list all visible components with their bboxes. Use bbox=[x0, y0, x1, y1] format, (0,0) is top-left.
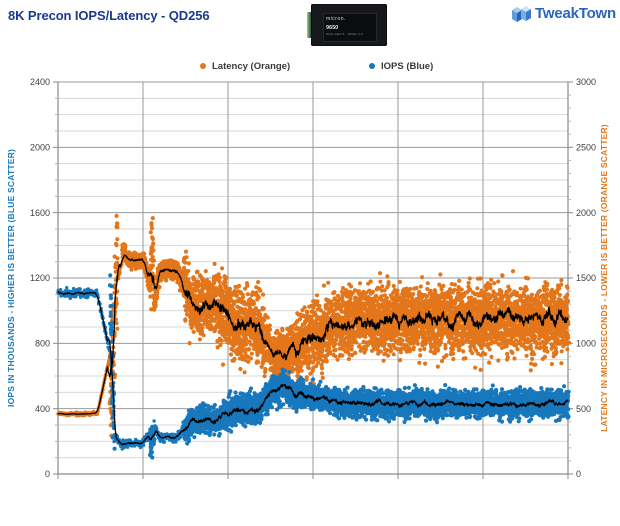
legend-dot-iops-icon bbox=[369, 62, 375, 69]
right-axis-tick-label: 0 bbox=[576, 469, 581, 479]
x-axis-tick-label: 5000 bbox=[473, 483, 493, 484]
x-axis-tick-label: 2000 bbox=[218, 483, 238, 484]
right-axis-tick-label: 500 bbox=[576, 404, 591, 414]
ssd-sub-text: PCIe GEN 5 · NVMe 2.0 bbox=[326, 32, 363, 36]
ssd-label: micron. 9650 PCIe GEN 5 · NVMe 2.0 bbox=[323, 13, 377, 42]
series-latency-trendline bbox=[57, 254, 569, 415]
legend-dot-latency-icon bbox=[200, 62, 206, 69]
right-axis-tick-label: 1500 bbox=[576, 273, 596, 283]
left-axis-tick-label: 2000 bbox=[30, 143, 50, 153]
left-axis-tick-label: 1200 bbox=[30, 273, 50, 283]
right-axis-tick-label: 3000 bbox=[576, 77, 596, 87]
x-axis-tick-label: 1000 bbox=[133, 483, 153, 484]
left-axis-title: IOPS IN THOUSANDS - HIGHER IS BETTER (BL… bbox=[6, 149, 16, 407]
chart-plot-area: 0 400 800 1200 1600 2000 2400 0 500 1000 1500 2000 2… bbox=[0, 74, 620, 484]
ssd-brand-text: micron. bbox=[326, 16, 346, 22]
x-axis-tick-label: 3000 bbox=[303, 483, 323, 484]
x-axis-tick-label: 6000 bbox=[558, 483, 578, 484]
left-axis-tick-label: 0 bbox=[45, 469, 50, 479]
ssd-model-text: 9650 bbox=[326, 25, 339, 31]
left-axis-tick-label: 400 bbox=[35, 404, 50, 414]
legend-label-iops: IOPS (Blue) bbox=[381, 61, 434, 73]
legend-item-iops: IOPS (Blue) bbox=[369, 58, 433, 74]
ssd-body: micron. 9650 PCIe GEN 5 · NVMe 2.0 bbox=[311, 4, 387, 46]
legend-item-latency: Latency (Orange) bbox=[200, 58, 290, 74]
left-axis-tick-label: 1600 bbox=[30, 208, 50, 218]
series-iops-trendline bbox=[57, 290, 569, 446]
legend-label-latency: Latency (Orange) bbox=[212, 61, 291, 73]
left-axis-tick-label: 2400 bbox=[30, 77, 50, 87]
left-axis-tick-label: 800 bbox=[35, 339, 50, 349]
chart-canvas: 0 400 800 1200 1600 2000 2400 0 500 1000 1500 2000 2… bbox=[6, 77, 609, 484]
tweaktown-logo-text: TweakTown bbox=[535, 5, 616, 22]
tweaktown-blocks-icon bbox=[512, 6, 531, 22]
right-axis-tick-label: 1000 bbox=[576, 339, 596, 349]
right-axis-tick-label: 2500 bbox=[576, 143, 596, 153]
chart-legend: Latency (Orange) IOPS (Blue) bbox=[0, 58, 620, 74]
product-image-micron-ssd: micron. 9650 PCIe GEN 5 · NVMe 2.0 bbox=[307, 2, 391, 48]
right-axis-tick-label: 2000 bbox=[576, 208, 596, 218]
tweaktown-logo: TweakTown bbox=[511, 4, 616, 28]
page-title: 8K Precon IOPS/Latency - QD256 bbox=[8, 8, 210, 23]
ssd-connector-edge bbox=[307, 12, 313, 38]
right-axis-title: LATENCY IN MICROSECONDS - LOWER IS BETTE… bbox=[599, 124, 609, 432]
x-axis-tick-label: 0 bbox=[55, 483, 60, 484]
